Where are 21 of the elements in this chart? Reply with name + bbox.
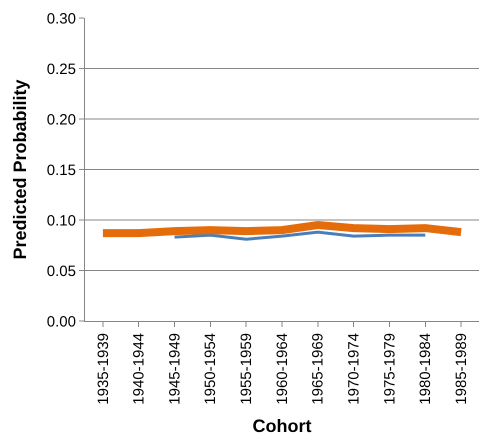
y-tick-label: 0.10	[46, 212, 76, 230]
line-series	[173, 230, 427, 241]
y-tick-label: 0.30	[46, 10, 76, 28]
y-tick-label: 0.20	[46, 111, 76, 128]
y-tick-label: 0.00	[46, 313, 76, 330]
x-tick-label: 1940-1944	[130, 333, 148, 405]
x-tick-label: 1935-1939	[94, 333, 112, 405]
y-axis-title: Predicted Probability	[10, 79, 30, 260]
x-tick-label: 1945-1949	[166, 333, 184, 405]
x-axis-title: Cohort	[252, 416, 312, 436]
x-tick-label: 1975-1979	[381, 333, 398, 405]
x-tick-label: 1950-1954	[202, 333, 220, 405]
x-tick-label: 1970-1974	[346, 333, 363, 405]
x-tick-label: 1980-1984	[417, 333, 434, 405]
x-tick-label: 1965-1969	[310, 333, 327, 405]
y-tick-label: 0.05	[46, 262, 76, 280]
y-tick-label: 0.25	[46, 60, 76, 78]
y-tick-label: 0.15	[46, 162, 76, 179]
x-tick-label: 1955-1959	[238, 333, 256, 405]
x-tick-label: 1960-1964	[274, 333, 291, 405]
x-tick-label: 1985-1989	[452, 333, 470, 405]
